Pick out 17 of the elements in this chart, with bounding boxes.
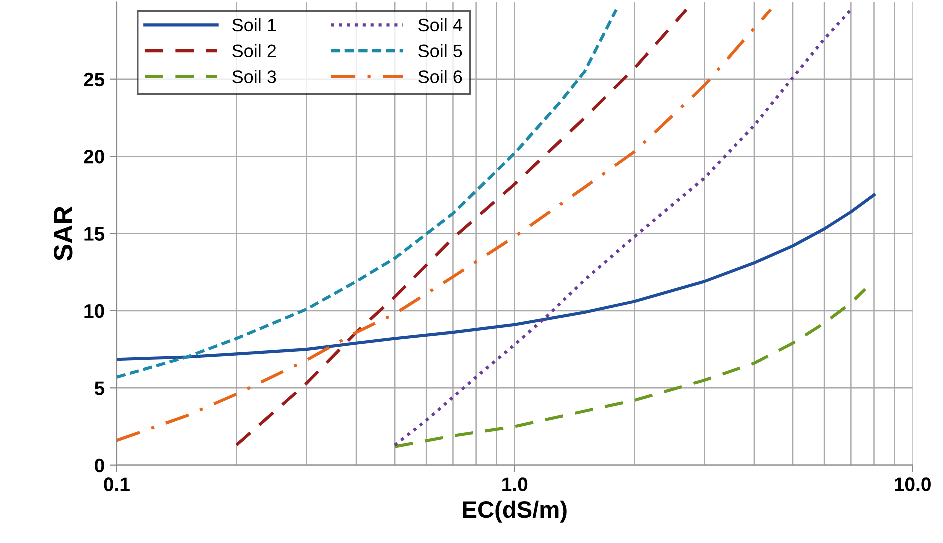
y-tick-label: 20 [84,150,104,164]
y-tick-label: 10 [84,304,104,318]
y-tick-label: 5 [94,382,105,396]
legend-label: Soil 1 [232,18,276,32]
legend-label: Soil 4 [418,18,462,32]
y-axis-title: SAR [54,206,73,261]
x-tick-label: 1.0 [502,478,528,492]
x-tick-label: 0.1 [104,478,130,492]
y-tick-label: 15 [84,227,105,241]
legend-label: Soil 2 [232,44,276,58]
y-tick-label: 25 [84,72,105,87]
legend-label: Soil 5 [418,44,462,58]
legend-label: Soil 3 [232,70,276,84]
x-axis-title: EC(dS/m) [463,500,567,523]
y-tick-label: 0 [95,458,104,473]
legend-label: Soil 6 [418,70,462,84]
x-tick-label: 10.0 [895,478,931,492]
